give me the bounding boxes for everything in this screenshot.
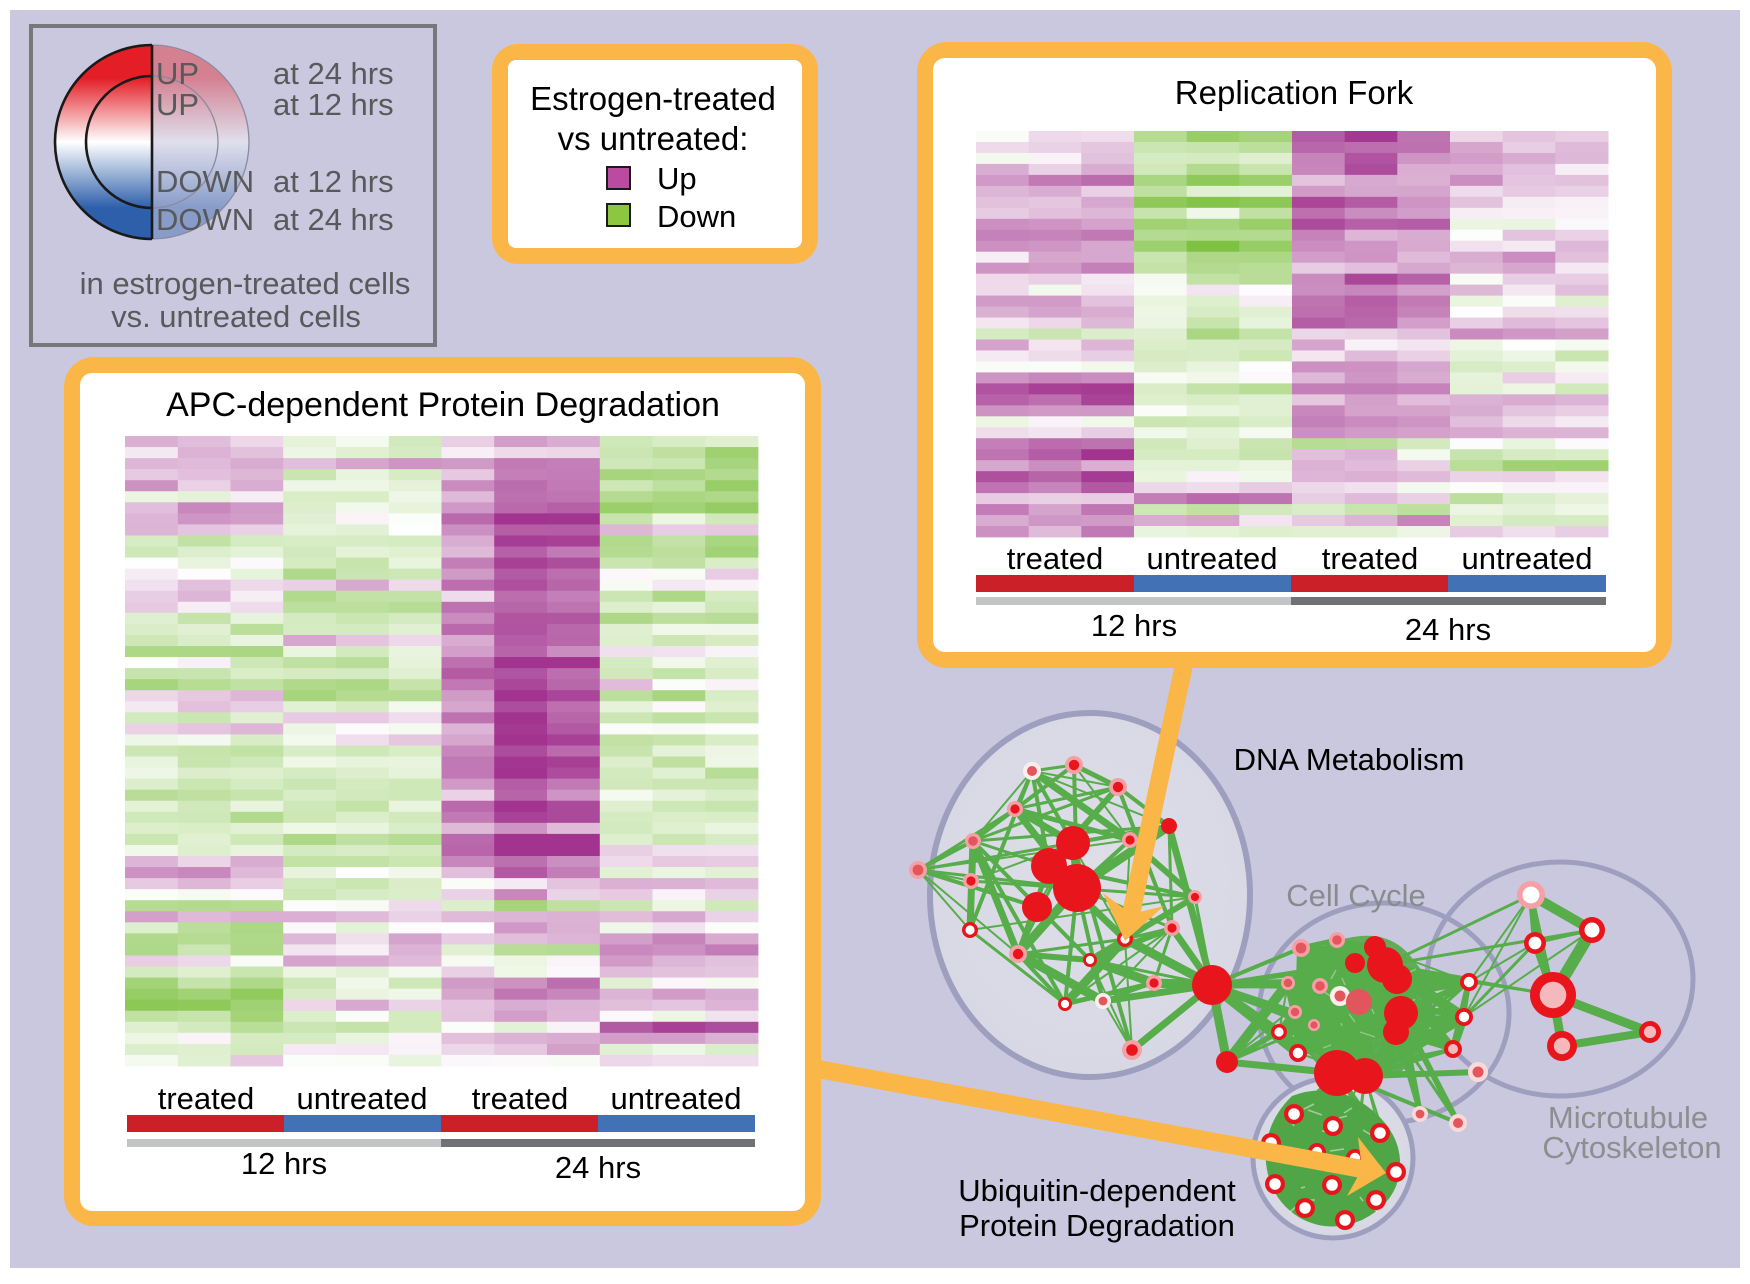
svg-text:DNA Metabolism: DNA Metabolism <box>1234 742 1465 777</box>
svg-text:Estrogen-treated: Estrogen-treated <box>530 80 776 117</box>
svg-text:untreated: untreated <box>611 1081 742 1116</box>
svg-text:treated: treated <box>1322 541 1419 576</box>
svg-text:APC-dependent Protein Degradat: APC-dependent Protein Degradation <box>166 386 720 424</box>
svg-text:treated: treated <box>472 1081 569 1116</box>
svg-text:vs. untreated cells: vs. untreated cells <box>111 299 361 334</box>
svg-text:12 hrs: 12 hrs <box>241 1146 327 1181</box>
svg-text:treated: treated <box>158 1081 255 1116</box>
svg-text:Cytoskeleton: Cytoskeleton <box>1542 1130 1721 1165</box>
svg-text:at 24 hrs: at 24 hrs <box>273 56 394 91</box>
svg-text:in estrogen-treated cells: in estrogen-treated cells <box>80 266 411 301</box>
svg-text:at 12 hrs: at 12 hrs <box>273 164 394 199</box>
svg-text:untreated: untreated <box>1462 541 1593 576</box>
svg-text:at 24 hrs: at 24 hrs <box>273 202 394 237</box>
svg-text:Protein Degradation: Protein Degradation <box>959 1208 1235 1243</box>
svg-text:UP: UP <box>156 56 199 91</box>
svg-text:Up: Up <box>657 161 697 196</box>
svg-text:untreated: untreated <box>1147 541 1278 576</box>
svg-text:vs untreated:: vs untreated: <box>558 120 749 157</box>
svg-text:Ubiquitin-dependent: Ubiquitin-dependent <box>958 1173 1236 1208</box>
svg-text:DOWN: DOWN <box>156 202 254 237</box>
svg-text:12 hrs: 12 hrs <box>1091 608 1177 643</box>
svg-text:Replication Fork: Replication Fork <box>1175 74 1414 111</box>
svg-text:Microtubule: Microtubule <box>1548 1100 1708 1135</box>
svg-text:DOWN: DOWN <box>156 164 254 199</box>
svg-text:Down: Down <box>657 199 736 234</box>
svg-text:24 hrs: 24 hrs <box>1405 612 1491 647</box>
svg-text:untreated: untreated <box>297 1081 428 1116</box>
svg-text:Cell Cycle: Cell Cycle <box>1286 878 1426 913</box>
svg-text:treated: treated <box>1007 541 1104 576</box>
svg-text:at 12 hrs: at 12 hrs <box>273 87 394 122</box>
svg-text:24 hrs: 24 hrs <box>555 1150 641 1185</box>
svg-text:UP: UP <box>156 87 199 122</box>
